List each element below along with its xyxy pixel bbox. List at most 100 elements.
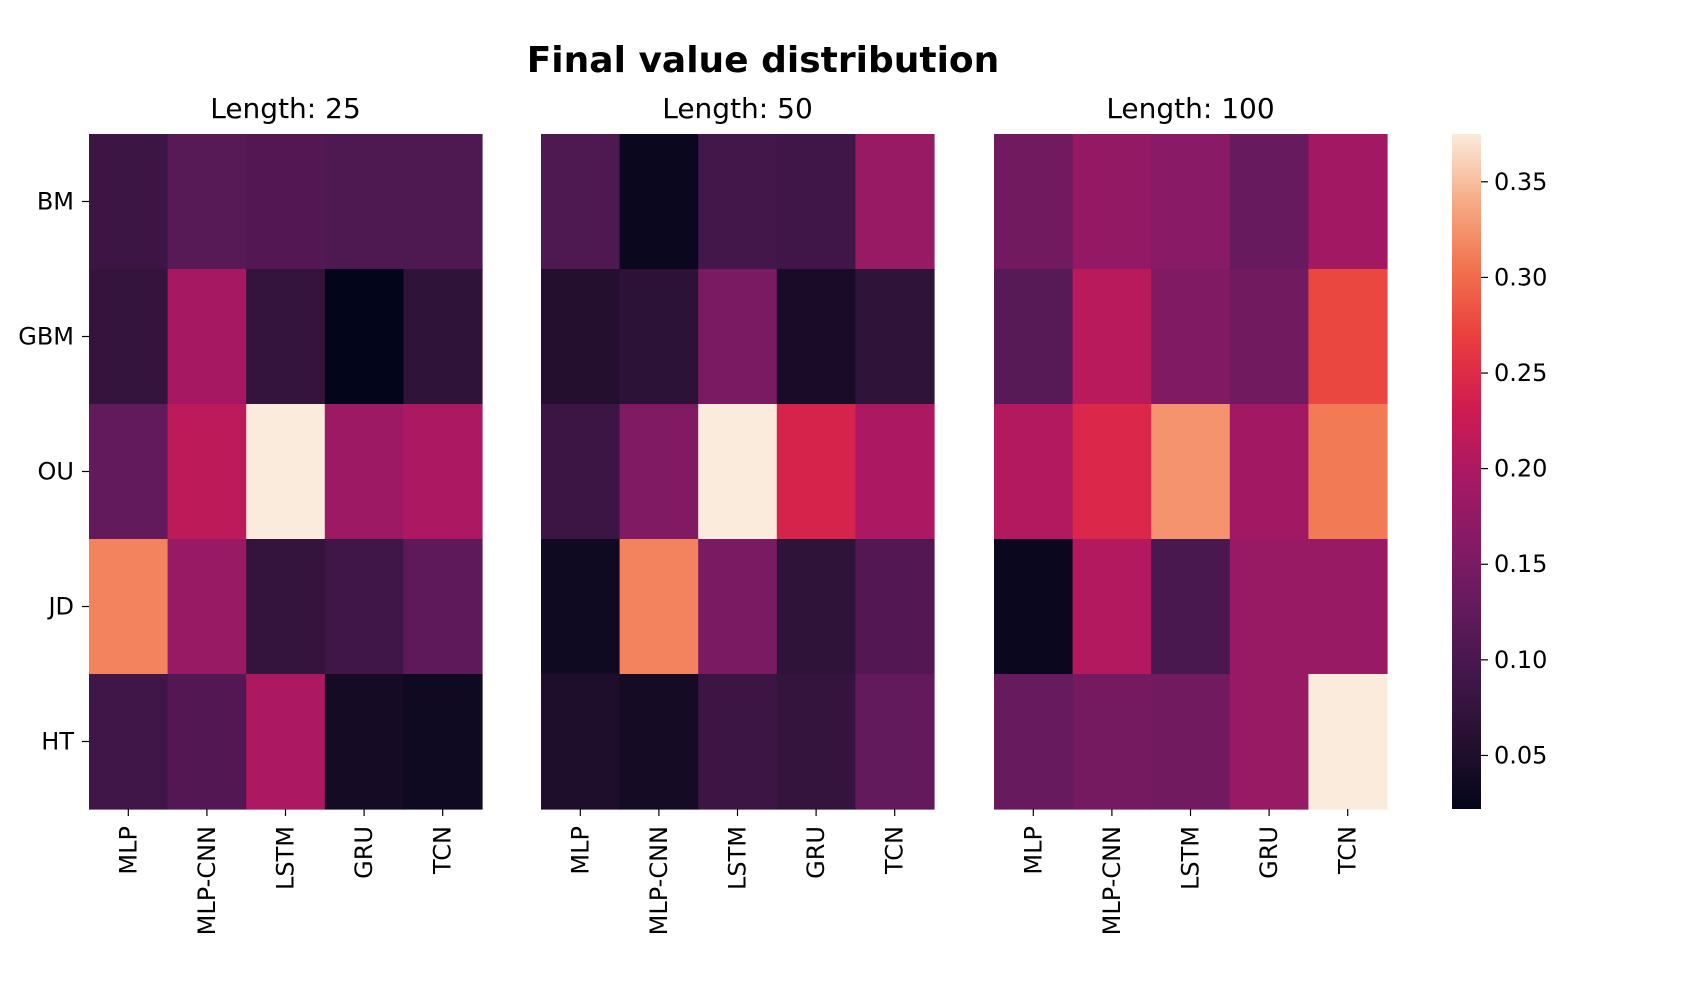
heatmap-cell [541,404,621,540]
heatmap-cell [246,269,326,405]
heatmap-cell [698,404,778,540]
heatmap-cell [619,404,699,540]
heatmap-cell [1151,674,1231,810]
heatmap-cell [246,674,326,810]
x-tick-label: LSTM [724,826,752,890]
x-tick-label: MLP-CNN [1098,826,1126,935]
colorbar-tick-label: 0.15 [1494,550,1547,578]
x-tick-label: MLP [566,826,594,875]
heatmap-panel: Length: 50 MLP MLP-CNN LSTM GRU TCN [541,92,935,935]
heatmap-cell [855,674,935,810]
heatmap-cell [89,404,169,540]
heatmap-cell [1229,539,1309,675]
heatmap-cell [167,269,247,405]
colorbar-tick-label: 0.20 [1494,455,1547,483]
x-tick-label: MLP [114,826,142,875]
x-tick-label: GRU [802,826,830,879]
heatmap-cell [1308,404,1388,540]
heatmap-cell [1072,404,1152,540]
heatmap-cell [619,674,699,810]
colorbar-gradient [1452,134,1481,809]
heatmap-cell [1229,269,1309,405]
x-tick-label: GRU [350,826,378,879]
x-tick-label: MLP-CNN [193,826,221,935]
heatmap-cell [403,539,483,675]
heatmap-cell [1308,539,1388,675]
heatmap-cell [776,269,856,405]
heatmap-cell [1072,269,1152,405]
colorbar-tick-label: 0.30 [1494,263,1547,291]
heatmap-cell [619,269,699,405]
heatmap-cell [698,674,778,810]
heatmap-cell [855,134,935,270]
heatmap-cell [776,539,856,675]
x-tick-label: TCN [429,826,457,875]
heatmap-cell [167,134,247,270]
heatmap-cell [541,539,621,675]
heatmap-cell [1072,674,1152,810]
heatmap-cell [1308,134,1388,270]
heatmap-cell [855,539,935,675]
heatmap-cell [89,674,169,810]
heatmap-cell [994,404,1074,540]
heatmap-cell [167,674,247,810]
heatmap-cell [403,134,483,270]
heatmap-panel: Length: 25 MLP MLP-CNN LSTM GRU TCN BM GBM OU JD H… [18,92,483,935]
heatmap-cell [246,404,326,540]
heatmap-cell [698,539,778,675]
y-tick-label: GBM [18,323,74,351]
heatmap-cell [403,404,483,540]
heatmap-cell [776,134,856,270]
colorbar-tick-label: 0.25 [1494,359,1547,387]
heatmap-cell [619,539,699,675]
heatmap-cell [1072,539,1152,675]
x-tick-label: GRU [1255,826,1283,879]
colorbar-tick-label: 0.05 [1494,741,1547,769]
heatmap-cell [246,134,326,270]
heatmap-cell [1308,674,1388,810]
panel-title: Length: 25 [210,92,361,125]
panel-title: Length: 100 [1106,92,1274,125]
heatmap-cell [994,539,1074,675]
colorbar-tick-label: 0.10 [1494,646,1547,674]
heatmap-cell [1229,404,1309,540]
heatmap-cell [855,404,935,540]
heatmap-cell [776,404,856,540]
colorbar-tick-label: 0.35 [1494,168,1547,196]
heatmap-cell [167,539,247,675]
heatmap-cell [1308,269,1388,405]
y-tick-label: OU [38,458,74,486]
heatmap-cell [324,134,404,270]
heatmap-cell [324,539,404,675]
heatmap-cell [324,404,404,540]
heatmap-cell [994,134,1074,270]
heatmap-cell [246,539,326,675]
heatmap-cell [1072,134,1152,270]
y-tick-label: JD [46,593,74,621]
heatmap-cell [994,269,1074,405]
heatmap-cell [541,674,621,810]
heatmap-cell [698,269,778,405]
x-tick-label: TCN [881,826,909,875]
heatmap-cell [855,269,935,405]
y-tick-label: BM [37,188,74,216]
heatmap-cell [403,269,483,405]
heatmap-cell [776,674,856,810]
heatmap-cell [403,674,483,810]
x-tick-label: LSTM [272,826,300,890]
heatmap-cell [619,134,699,270]
heatmap-cell [541,269,621,405]
heatmap-cell [324,674,404,810]
heatmap-cell [1229,134,1309,270]
heatmap-cell [89,269,169,405]
heatmap-cell [1151,404,1231,540]
heatmap-cell [698,134,778,270]
colorbar: 0.05 0.10 0.15 0.20 0.25 0.30 0.35 [1452,134,1547,809]
heatmap-cell [324,269,404,405]
panel-title: Length: 50 [662,92,813,125]
x-tick-label: MLP-CNN [645,826,673,935]
heatmap-cell [89,134,169,270]
y-tick-label: HT [41,728,74,756]
